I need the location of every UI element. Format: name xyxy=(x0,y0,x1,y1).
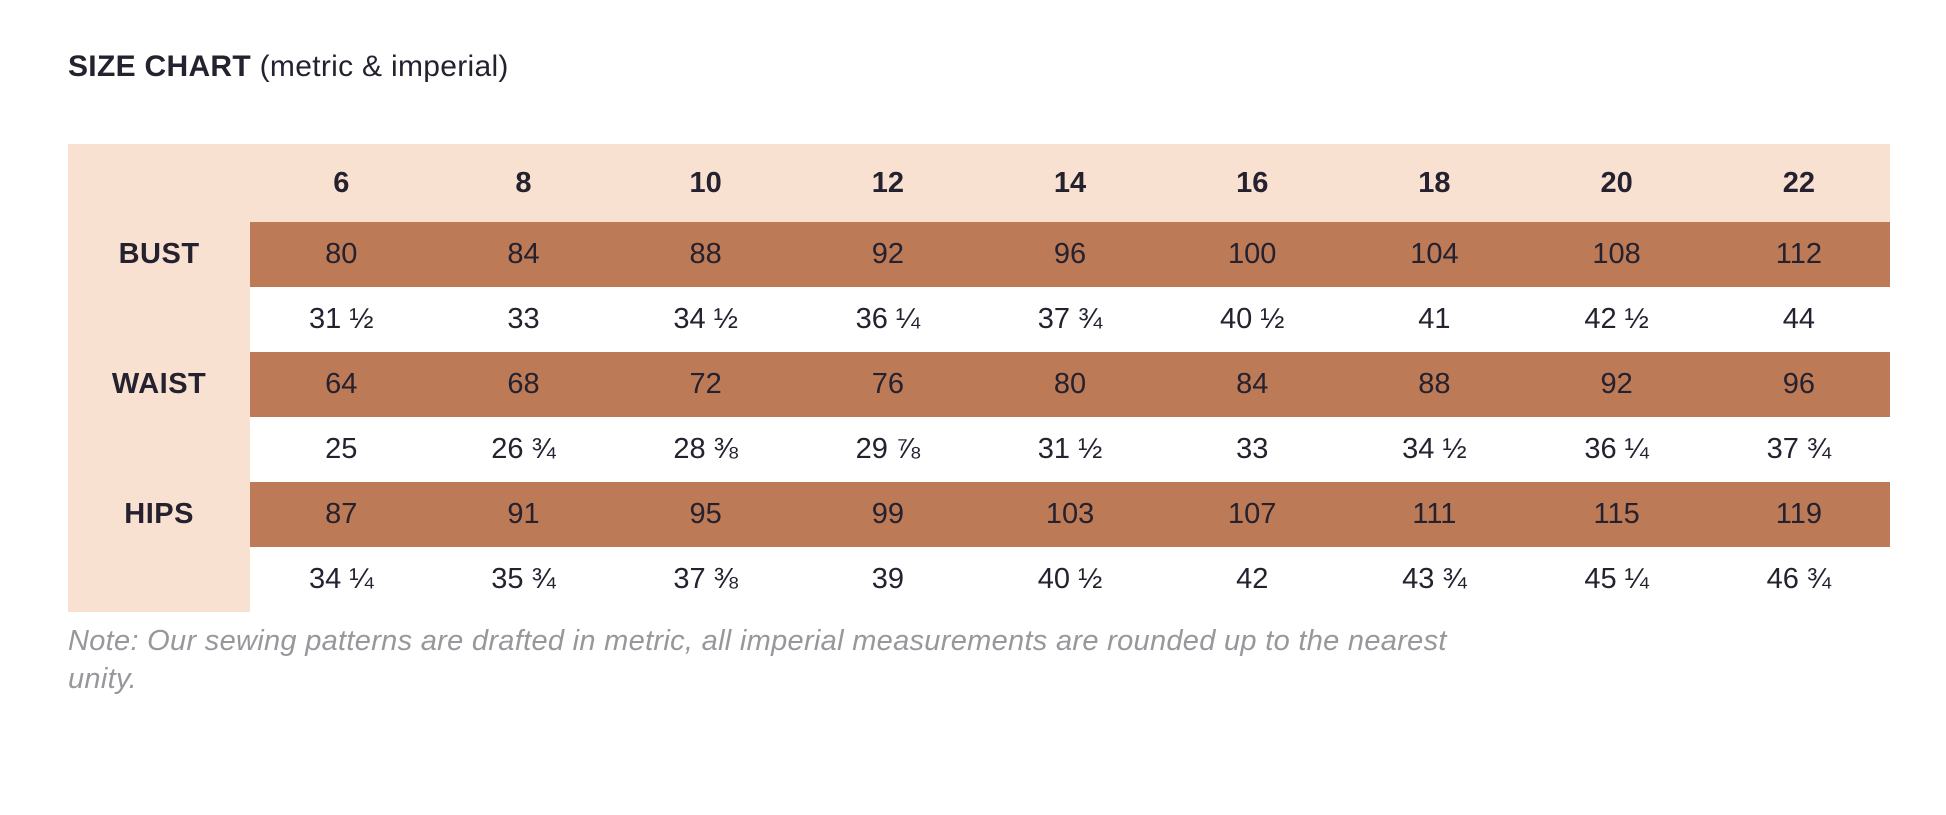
waist-metric-value-22: 96 xyxy=(1707,352,1890,417)
bust-imperial-value-14: 37 ¾ xyxy=(978,287,1162,352)
waist-imperial-value-8: 26 ¾ xyxy=(432,417,615,482)
size-table-body: BUST 80 84 88 92 96 100 104 108 112 31 ½ 33 34 ½ 36 ¼… xyxy=(68,222,1890,612)
waist-imperial-value-18: 34 ½ xyxy=(1343,417,1526,482)
hips-imperial-value-22: 46 ¾ xyxy=(1707,547,1890,612)
bust-metric-value-18: 104 xyxy=(1343,222,1526,287)
page-title: SIZE CHART (metric & imperial) xyxy=(68,50,1890,84)
waist-imperial-value-12: 29 ⅞ xyxy=(796,417,979,482)
hips-metric-value-12: 99 xyxy=(796,482,979,547)
hips-imperial-value-10: 37 ⅜ xyxy=(614,547,797,612)
hips-imperial-value-6: 34 ¼ xyxy=(250,547,433,612)
waist-imperial-value-6: 25 xyxy=(250,417,433,482)
waist-imperial-row: 25 26 ¾ 28 ⅜ 29 ⅞ 31 ½ 33 34 ½ 36 ¼ 37 ¾ xyxy=(68,417,1890,482)
bust-metric-value-16: 100 xyxy=(1161,222,1344,287)
waist-metric-value-12: 76 xyxy=(796,352,979,417)
bust-imperial-value-10: 34 ½ xyxy=(614,287,797,352)
waist-metric-value-8: 68 xyxy=(432,352,615,417)
waist-imperial-value-16: 33 xyxy=(1161,417,1344,482)
footnote: Note: Our sewing patterns are drafted in… xyxy=(68,625,1447,696)
hips-metric-row: HIPS 87 91 95 99 103 107 111 115 119 xyxy=(68,482,1890,547)
hips-metric-value-8: 91 xyxy=(432,482,615,547)
row-label-spacer-hips xyxy=(68,547,251,612)
size-chart-page: SIZE CHART (metric & imperial) 6 8 10 12 14 1… xyxy=(68,50,1890,696)
hips-metric-value-6: 87 xyxy=(250,482,433,547)
hips-imperial-value-16: 42 xyxy=(1161,547,1344,612)
waist-metric-value-14: 80 xyxy=(978,352,1162,417)
waist-metric-value-18: 88 xyxy=(1343,352,1526,417)
size-header-row: 6 8 10 12 14 16 18 20 22 xyxy=(68,144,1890,222)
size-chart-table: 6 8 10 12 14 16 18 20 22 BUST 80 84 88 92 96 100 104 108… xyxy=(68,144,1890,612)
bust-imperial-value-8: 33 xyxy=(432,287,615,352)
size-column-header-8: 8 xyxy=(432,144,615,222)
size-column-header-6: 6 xyxy=(250,144,433,222)
bust-imperial-value-22: 44 xyxy=(1707,287,1890,352)
size-column-header-14: 14 xyxy=(978,144,1162,222)
bust-imperial-value-16: 40 ½ xyxy=(1161,287,1344,352)
waist-metric-value-16: 84 xyxy=(1161,352,1344,417)
page-title-main: SIZE CHART xyxy=(68,50,251,83)
bust-imperial-value-6: 31 ½ xyxy=(250,287,433,352)
hips-imperial-value-20: 45 ¼ xyxy=(1525,547,1708,612)
hips-metric-value-18: 111 xyxy=(1343,482,1526,547)
hips-metric-value-10: 95 xyxy=(614,482,797,547)
hips-imperial-value-12: 39 xyxy=(796,547,979,612)
bust-metric-value-8: 84 xyxy=(432,222,615,287)
size-column-header-20: 20 xyxy=(1525,144,1708,222)
waist-imperial-value-22: 37 ¾ xyxy=(1707,417,1890,482)
row-label-bust: BUST xyxy=(68,222,251,287)
hips-metric-value-20: 115 xyxy=(1525,482,1708,547)
row-label-hips: HIPS xyxy=(68,482,251,547)
size-column-header-10: 10 xyxy=(614,144,797,222)
hips-metric-value-16: 107 xyxy=(1161,482,1344,547)
hips-imperial-value-8: 35 ¾ xyxy=(432,547,615,612)
hips-imperial-row: 34 ¼ 35 ¾ 37 ⅜ 39 40 ½ 42 43 ¾ 45 ¼ 46 ¾ xyxy=(68,547,1890,612)
hips-metric-value-22: 119 xyxy=(1707,482,1890,547)
bust-imperial-value-12: 36 ¼ xyxy=(796,287,979,352)
bust-imperial-value-20: 42 ½ xyxy=(1525,287,1708,352)
bust-imperial-value-18: 41 xyxy=(1343,287,1526,352)
row-label-spacer-waist xyxy=(68,417,251,482)
bust-metric-value-20: 108 xyxy=(1525,222,1708,287)
size-column-header-16: 16 xyxy=(1161,144,1344,222)
bust-metric-value-22: 112 xyxy=(1707,222,1890,287)
size-table-corner-cell xyxy=(68,144,251,222)
size-column-header-12: 12 xyxy=(796,144,979,222)
waist-imperial-value-20: 36 ¼ xyxy=(1525,417,1708,482)
bust-imperial-row: 31 ½ 33 34 ½ 36 ¼ 37 ¾ 40 ½ 41 42 ½ 44 xyxy=(68,287,1890,352)
waist-metric-row: WAIST 64 68 72 76 80 84 88 92 96 xyxy=(68,352,1890,417)
size-column-header-18: 18 xyxy=(1343,144,1526,222)
page-title-subtitle: (metric & imperial) xyxy=(259,50,509,83)
waist-metric-value-10: 72 xyxy=(614,352,797,417)
bust-metric-value-14: 96 xyxy=(978,222,1162,287)
bust-metric-row: BUST 80 84 88 92 96 100 104 108 112 xyxy=(68,222,1890,287)
bust-metric-value-6: 80 xyxy=(250,222,433,287)
hips-imperial-value-18: 43 ¾ xyxy=(1343,547,1526,612)
waist-metric-value-20: 92 xyxy=(1525,352,1708,417)
hips-metric-value-14: 103 xyxy=(978,482,1162,547)
hips-imperial-value-14: 40 ½ xyxy=(978,547,1162,612)
row-label-spacer-bust xyxy=(68,287,251,352)
waist-metric-value-6: 64 xyxy=(250,352,433,417)
row-label-waist: WAIST xyxy=(68,352,251,417)
bust-metric-value-10: 88 xyxy=(614,222,797,287)
size-table-header: 6 8 10 12 14 16 18 20 22 xyxy=(68,144,1890,222)
bust-metric-value-12: 92 xyxy=(796,222,979,287)
size-column-header-22: 22 xyxy=(1707,144,1890,222)
waist-imperial-value-14: 31 ½ xyxy=(978,417,1162,482)
waist-imperial-value-10: 28 ⅜ xyxy=(614,417,797,482)
